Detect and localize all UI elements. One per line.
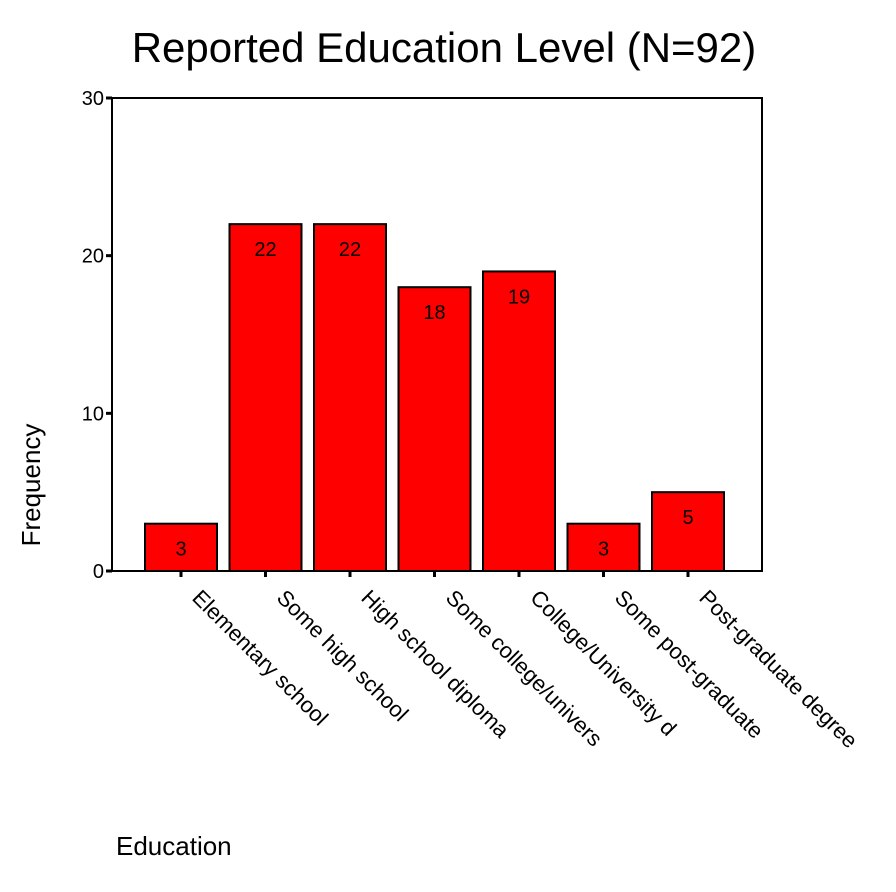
x-tick-label: College/University d: [525, 585, 681, 741]
bar-data-label: 22: [339, 239, 361, 261]
bar: [397, 286, 472, 572]
x-axis-label: Education: [116, 831, 232, 861]
bar: [651, 491, 725, 572]
y-axis-label: Frequency: [16, 424, 46, 547]
bar: [144, 522, 218, 573]
bar: [228, 223, 303, 572]
bar: [313, 223, 387, 572]
bar-data-label: 18: [423, 302, 445, 324]
y-axis: 0 10 20 30: [82, 88, 112, 583]
bars-group: 3 22 22 18 19 3 5: [144, 223, 725, 573]
bar-data-label: 3: [598, 539, 609, 561]
bar: [482, 270, 556, 572]
bar-data-label: 3: [175, 539, 186, 561]
bar-data-label: 5: [682, 507, 693, 529]
y-tick-label: 20: [82, 246, 104, 268]
y-tick-label: 10: [82, 403, 104, 425]
bar-data-label: 22: [254, 239, 276, 261]
x-tick-label: Some post-graduate: [610, 585, 769, 744]
x-tick-label: Some college/univers: [441, 585, 607, 751]
x-tick-label: Post-graduate degree: [694, 585, 862, 753]
x-tick-label: High school diploma: [356, 585, 514, 743]
y-tick-label: 0: [93, 561, 104, 583]
bar-data-label: 19: [508, 286, 530, 308]
chart-title: Reported Education Level (N=92): [132, 24, 757, 71]
y-tick-label: 30: [82, 88, 104, 110]
